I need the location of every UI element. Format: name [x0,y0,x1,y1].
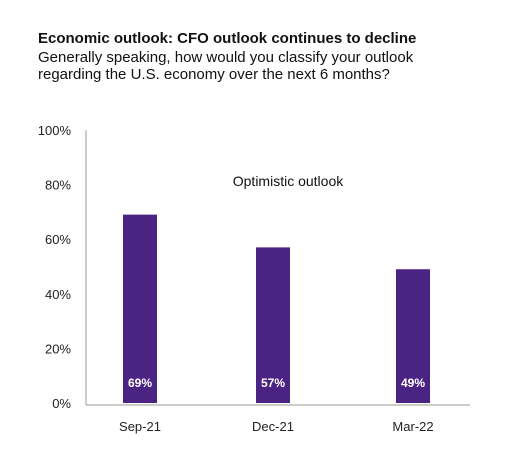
x-tick-label: Sep-21 [119,419,161,434]
y-tick-label: 80% [45,178,71,193]
chart-subtitle: Generally speaking, how would you classi… [38,49,414,83]
y-tick-label: 60% [45,232,71,247]
chart-annotation: Optimistic outlook [233,173,344,189]
y-tick-label: 40% [45,287,71,302]
chart-title: Economic outlook: CFO outlook continues … [38,30,417,47]
y-tick-label: 0% [52,396,71,411]
bar [396,269,430,403]
bar [256,247,290,403]
bar-value-label: 57% [261,376,285,390]
bar [123,214,157,403]
y-tick-label: 100% [38,123,72,138]
x-axis-ticks: Sep-21 Dec-21 Mar-22 [119,419,434,434]
x-tick-label: Dec-21 [252,419,294,434]
y-axis-ticks: 0% 20% 40% 60% 80% 100% [38,123,72,411]
x-tick-label: Mar-22 [392,419,433,434]
bar-value-label: 69% [128,376,152,390]
bar-value-label: 49% [401,376,425,390]
bars: 69% 57% 49% [123,214,430,403]
y-tick-label: 20% [45,341,71,356]
